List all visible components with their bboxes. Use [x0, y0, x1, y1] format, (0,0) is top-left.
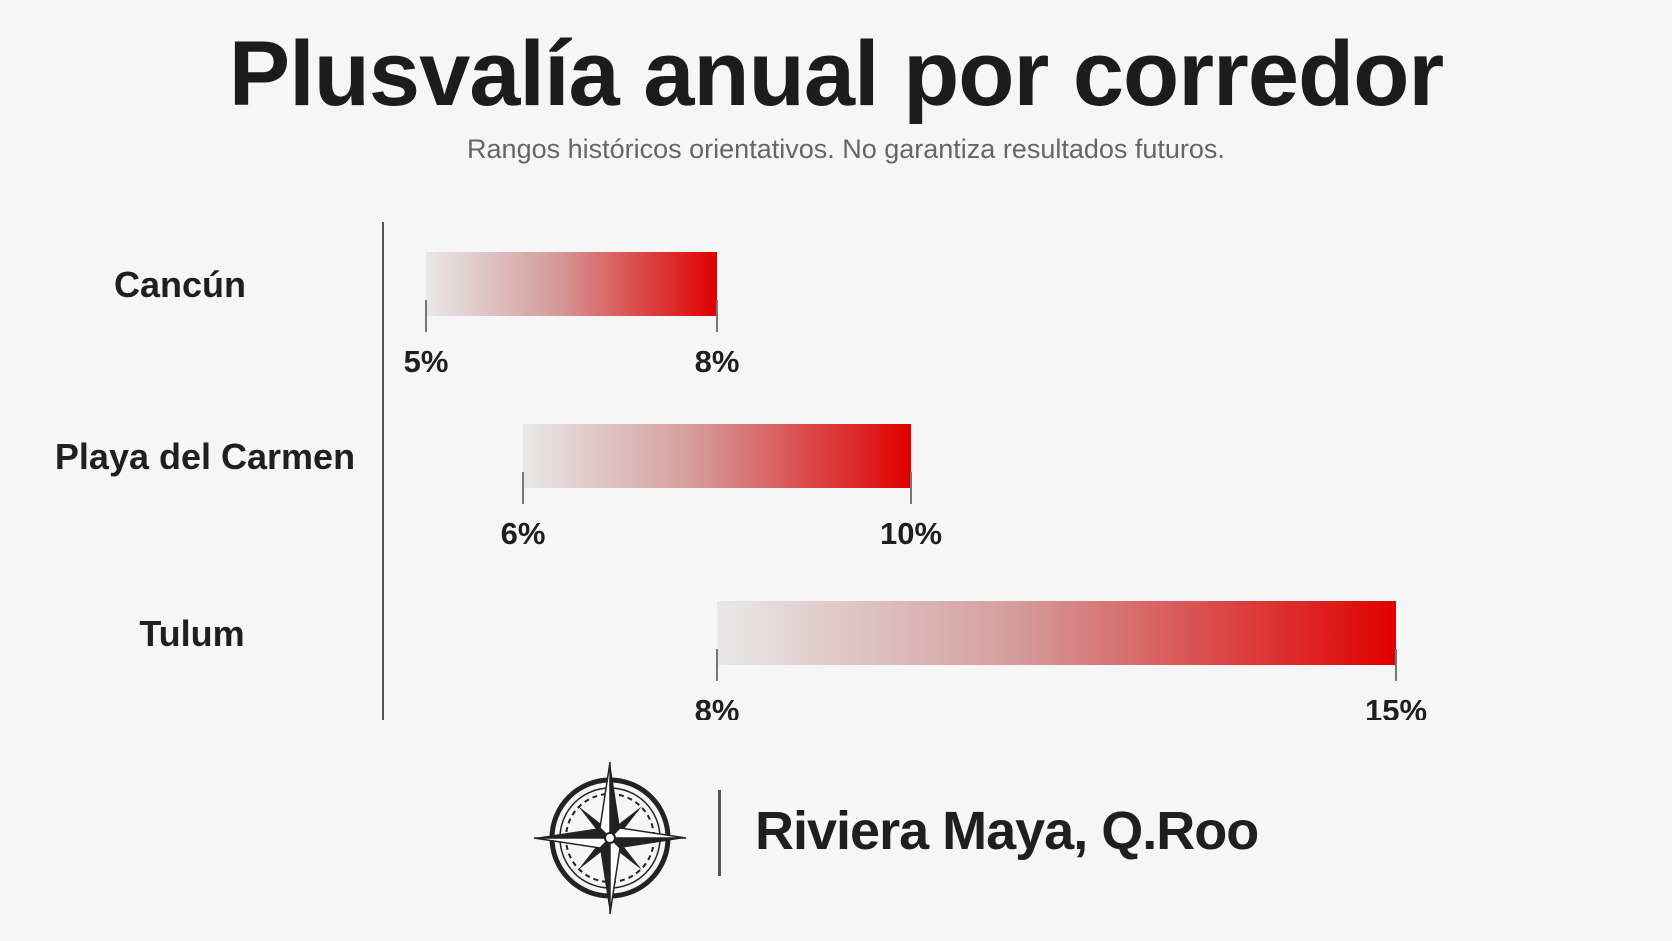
- page-subtitle: Rangos históricos orientativos. No garan…: [467, 134, 1225, 164]
- low-value-label: 6%: [501, 516, 546, 551]
- low-value-label: 5%: [404, 344, 449, 379]
- category-label: Playa del Carmen: [55, 436, 355, 477]
- range-row: Playa del Carmen 6% 10%: [55, 424, 942, 551]
- category-label: Tulum: [139, 613, 244, 654]
- footer: Riviera Maya, Q.Roo: [530, 758, 1259, 915]
- compass-rose-icon: [533, 761, 687, 915]
- range-bar-chart: Cancún 5% 8% Playa del Carmen 6% 10% Tulum 8% 15…: [55, 222, 1427, 720]
- footer-location: Riviera Maya, Q.Roo: [755, 801, 1259, 861]
- category-label: Cancún: [114, 264, 246, 305]
- high-value-label: 10%: [880, 516, 942, 551]
- range-bar: [717, 601, 1396, 665]
- range-bar: [523, 424, 911, 488]
- range-bar: [426, 252, 717, 316]
- page-title: Plusvalía anual por corredor: [228, 23, 1444, 125]
- low-value-label: 8%: [695, 693, 740, 720]
- range-row: Cancún 5% 8%: [114, 252, 739, 379]
- high-value-label: 8%: [695, 344, 740, 379]
- range-row: Tulum 8% 15%: [139, 601, 1427, 720]
- high-value-label: 15%: [1365, 693, 1427, 720]
- footer-divider: [718, 790, 721, 876]
